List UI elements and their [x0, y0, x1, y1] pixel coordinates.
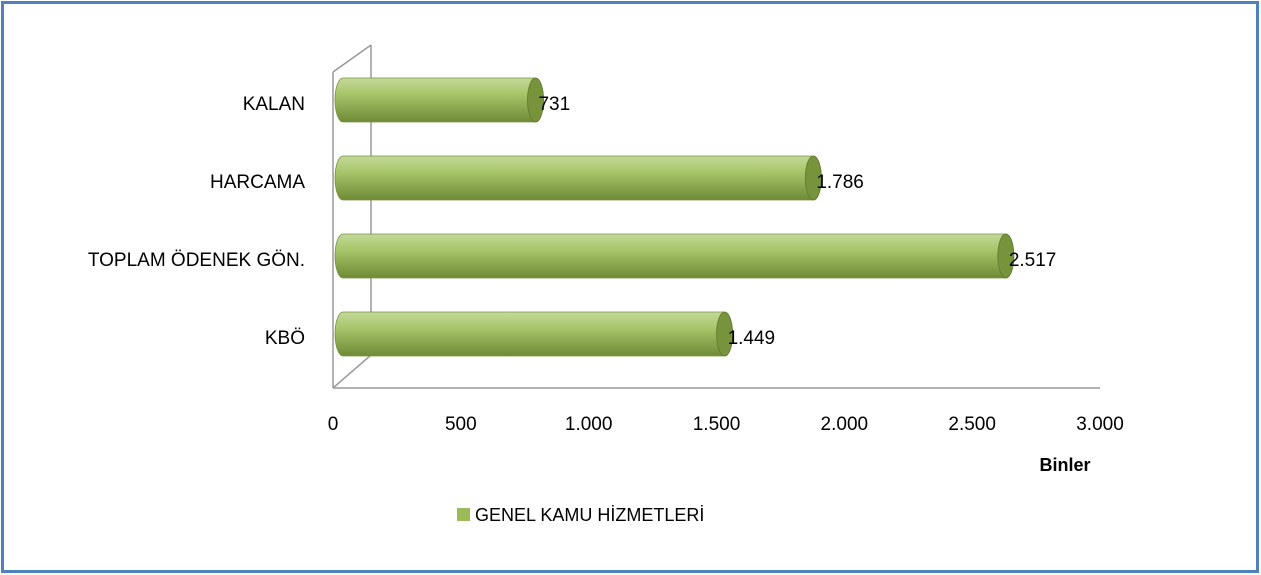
bar — [334, 233, 1015, 279]
legend-label: GENEL KAMU HİZMETLERİ — [475, 505, 704, 525]
data-label: 2.517 — [1009, 250, 1057, 271]
bar-cap — [997, 233, 1015, 279]
y-tick-label: TOPLAM ÖDENEK GÖN. — [88, 250, 305, 271]
y-tick-label: KALAN — [243, 94, 305, 115]
bar-cap — [527, 77, 544, 123]
bar — [334, 77, 544, 123]
y-tick-label: KBÖ — [265, 328, 305, 349]
x-tick-label: 0 — [328, 414, 339, 435]
bar-cap — [716, 311, 733, 357]
bar-cap — [804, 155, 822, 201]
bar — [334, 155, 822, 201]
x-tick-label: 3.000 — [1076, 414, 1124, 435]
data-label: 1.449 — [728, 328, 776, 349]
legend-swatch — [457, 508, 470, 521]
y-tick-label: HARCAMA — [210, 172, 305, 193]
data-label: 1.786 — [816, 172, 864, 193]
bar-body — [334, 155, 822, 201]
bar — [334, 311, 733, 357]
x-tick-label: 2.000 — [821, 414, 869, 435]
bar-body — [334, 77, 544, 123]
x-tick-label: 1.500 — [693, 414, 741, 435]
data-label: 731 — [538, 94, 570, 115]
x-tick-label: 1.000 — [565, 414, 613, 435]
bar-body — [334, 233, 1015, 279]
x-axis-label: Binler — [1039, 455, 1090, 475]
x-tick-label: 500 — [445, 414, 477, 435]
bar-body — [334, 311, 733, 357]
x-tick-label: 2.500 — [948, 414, 996, 435]
